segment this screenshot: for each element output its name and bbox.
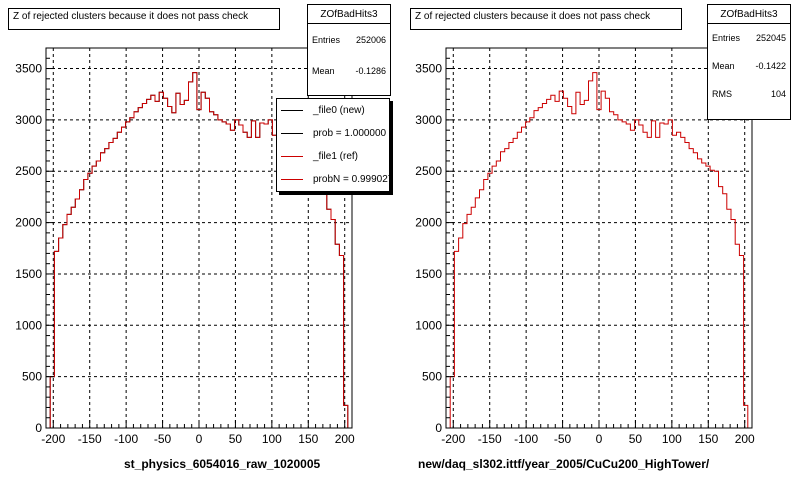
- right-stats-entries: Entries 252045: [708, 24, 790, 52]
- right-stats-mean: Mean -0.1422: [708, 52, 790, 80]
- legend-entry-prob: prob = 1.000000: [277, 122, 389, 145]
- right-histogram-series-0: [446, 72, 752, 429]
- legend-entry-probn: probN = 0.999027: [277, 168, 389, 191]
- legend-label-file0: _file0 (new): [313, 105, 365, 116]
- left-y-tick-label: 3000: [15, 113, 42, 127]
- right-plot-title: Z of rejected clusters because it does n…: [410, 8, 682, 30]
- legend-label-file1: _file1 (ref): [313, 151, 359, 162]
- left-stats-mean-label: Mean: [312, 65, 335, 76]
- right-stats-name: ZOfBadHits3: [708, 5, 790, 24]
- left-y-tick-label: 1500: [15, 267, 42, 281]
- right-x-tick-label: 100: [662, 432, 682, 446]
- right-y-tick-label: 2500: [415, 164, 442, 178]
- legend-entry-file0: _file0 (new): [277, 99, 389, 122]
- legend-swatch-file0: [281, 110, 303, 111]
- right-y-tick-label: 500: [422, 370, 442, 384]
- left-stats-box: ZOfBadHits3 Entries 252006 Mean -0.1286: [307, 4, 391, 96]
- left-x-tick-label: 50: [229, 432, 243, 446]
- left-y-tick-label: 0: [35, 421, 42, 435]
- left-x-tick-label: -100: [114, 432, 138, 446]
- right-y-tick-label: 3500: [415, 62, 442, 76]
- left-stats-name: ZOfBadHits3: [308, 5, 390, 24]
- legend-swatch-probn: [281, 179, 303, 180]
- left-legend: _file0 (new) prob = 1.000000 _file1 (ref…: [276, 98, 390, 192]
- left-x-axis-label: st_physics_6054016_raw_1020005: [124, 457, 321, 471]
- legend-label-prob: prob = 1.000000: [313, 128, 387, 139]
- legend-label-probn: probN = 0.999027: [313, 174, 390, 185]
- left-x-tick-label: 150: [298, 432, 318, 446]
- right-stats-rms-value: 104: [770, 89, 786, 99]
- legend-swatch-file1: [281, 156, 303, 157]
- right-stats-mean-label: Mean: [712, 61, 735, 71]
- right-x-tick-label: 0: [596, 432, 603, 446]
- right-x-tick-label: -200: [441, 432, 465, 446]
- left-x-tick-label: 100: [262, 432, 282, 446]
- left-y-tick-label: 2500: [15, 164, 42, 178]
- left-y-tick-label: 3500: [15, 62, 42, 76]
- right-x-tick-label: -100: [514, 432, 538, 446]
- left-stats-mean: Mean -0.1286: [308, 55, 390, 86]
- right-stats-entries-value: 252045: [755, 33, 786, 43]
- left-x-tick-label: -150: [78, 432, 102, 446]
- left-y-tick-label: 2000: [15, 216, 42, 230]
- left-y-tick-label: 1000: [15, 318, 42, 332]
- left-stats-entries-value: 252006: [355, 34, 386, 45]
- left-stats-entries-label: Entries: [312, 34, 341, 45]
- right-x-tick-label: 200: [735, 432, 755, 446]
- left-stats-mean-value: -0.1286: [355, 65, 386, 76]
- right-x-tick-label: 150: [698, 432, 718, 446]
- right-y-tick-label: 3000: [415, 113, 442, 127]
- right-stats-mean-value: -0.1422: [755, 61, 786, 71]
- right-y-tick-label: 2000: [415, 216, 442, 230]
- right-stats-box: ZOfBadHits3 Entries 252045 Mean -0.1422 …: [707, 4, 791, 120]
- right-x-axis-label: new/daq_sl302.ittf/year_2005/CuCu200_Hig…: [418, 457, 710, 471]
- left-y-tick-label: 500: [22, 370, 42, 384]
- right-y-tick-label: 0: [435, 421, 442, 435]
- left-x-tick-label: -50: [154, 432, 172, 446]
- legend-swatch-prob: [281, 133, 303, 134]
- right-stats-rms-label: RMS: [712, 89, 732, 99]
- right-x-tick-label: -150: [478, 432, 502, 446]
- left-x-tick-label: 200: [335, 432, 355, 446]
- legend-entry-file1: _file1 (ref): [277, 145, 389, 168]
- left-stats-entries: Entries 252006: [308, 24, 390, 55]
- right-stats-entries-label: Entries: [712, 33, 741, 43]
- right-y-tick-label: 1000: [415, 318, 442, 332]
- left-x-tick-label: 0: [196, 432, 203, 446]
- left-plot-title: Z of rejected clusters because it does n…: [8, 8, 280, 30]
- right-y-tick-label: 1500: [415, 267, 442, 281]
- right-x-tick-label: -50: [554, 432, 572, 446]
- right-stats-rms: RMS 104: [708, 80, 790, 108]
- left-x-tick-label: -200: [41, 432, 65, 446]
- right-x-tick-label: 50: [629, 432, 643, 446]
